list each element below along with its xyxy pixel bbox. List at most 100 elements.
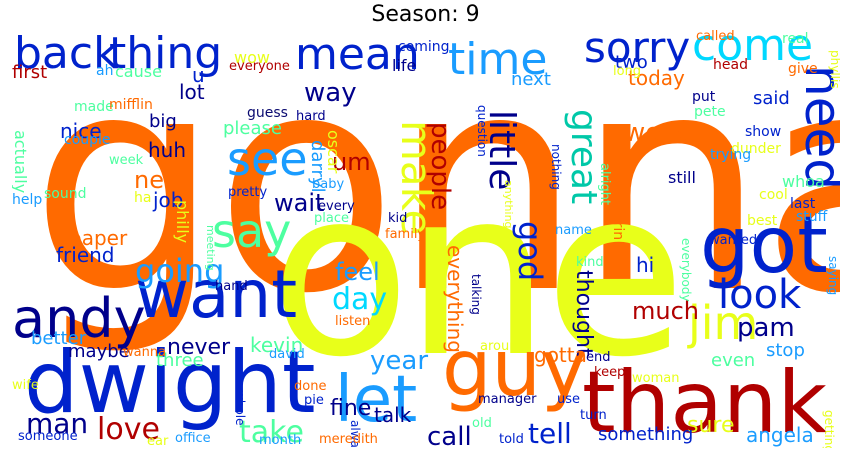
word-make: make [392, 120, 441, 236]
word-man: man [26, 407, 89, 440]
word-pam: pam [737, 313, 795, 343]
word-kid: kid [388, 211, 408, 226]
word-andy: andy [12, 287, 146, 350]
word-people: people [425, 122, 455, 211]
word-sure: sure [687, 413, 735, 438]
word-nice: nice [60, 119, 102, 143]
word-even: even [711, 350, 756, 371]
word-friend: friend [56, 243, 115, 267]
word-name: name [555, 223, 592, 238]
word-everybody: everybody [679, 238, 693, 302]
word-hard: hard [296, 109, 326, 124]
word-done: done [294, 379, 327, 394]
word-guess: guess [247, 105, 288, 121]
word-darryl: darryl [307, 140, 328, 193]
word-said: said [753, 88, 790, 109]
word-two: two [615, 52, 648, 73]
word-still: still [668, 168, 696, 187]
word-family: family [385, 227, 426, 242]
word-around: around [480, 339, 526, 354]
word-kind: kind [576, 255, 604, 270]
word-actually: actually [12, 130, 30, 194]
word-week: week [109, 153, 144, 168]
word-talking: talking [469, 274, 483, 315]
word-new: new [134, 166, 184, 194]
word-best: best [747, 213, 778, 229]
word-little: little [481, 110, 522, 191]
word-meredith: meredith [319, 432, 378, 447]
word-first: first [12, 62, 48, 83]
word-cause: cause [115, 62, 162, 81]
word-wanna: wanna [123, 345, 167, 360]
word-please: please [223, 118, 282, 139]
word-let: let [335, 363, 418, 437]
word-last: last [790, 196, 816, 212]
word-feel: feel [335, 258, 380, 286]
word-coming: coming [398, 39, 450, 55]
word-whoa: whoa [782, 172, 825, 191]
word-office: office [175, 431, 211, 446]
word-stuff: stuff [796, 209, 828, 225]
word-big: big [149, 111, 177, 132]
word-guy: guy [442, 324, 588, 414]
word-call: call [427, 422, 472, 448]
word-meeting: meeting [204, 225, 217, 271]
word-gonna: gonna [30, 30, 840, 359]
word-told: told [499, 432, 524, 447]
word-today: today [628, 66, 685, 90]
word-see: see [227, 132, 308, 186]
word-keep: keep [594, 365, 626, 380]
word-always: always [348, 420, 362, 448]
word-couple: couple [64, 132, 111, 148]
word-woman: woman [632, 371, 680, 386]
word-listen: listen [335, 314, 371, 329]
word-way: way [304, 78, 357, 108]
word-alright: alright [597, 163, 612, 206]
word-place: place [314, 211, 349, 226]
word-david: david [269, 347, 305, 362]
word-nothing: nothing [549, 144, 563, 190]
word-angela: angela [746, 423, 814, 447]
word-turn: turn [580, 408, 607, 423]
word-jim: jim [688, 296, 759, 350]
word-baby: baby [312, 177, 345, 192]
word-time: time [448, 34, 548, 85]
word-stop: stop [766, 340, 805, 361]
word-lot: lot [179, 80, 205, 104]
word-fine: fine [330, 396, 372, 421]
word-take: take [239, 415, 304, 448]
word-much: much [632, 297, 699, 325]
word-someone: someone [18, 429, 78, 444]
word-night: night [589, 337, 623, 352]
word-show: show [745, 124, 782, 140]
word-pete: pete [694, 104, 726, 120]
word-called: called [696, 30, 735, 44]
word-anything: anything [502, 180, 515, 229]
word-getting: getting [822, 410, 836, 448]
word-month: month [259, 433, 302, 448]
word-head: head [713, 57, 748, 73]
word-going: going [135, 252, 225, 290]
word-whole: whole [233, 390, 247, 426]
word-gotta: gotta [534, 343, 587, 367]
word-life: life [392, 56, 417, 75]
word-need: need [794, 65, 840, 190]
word-thought: thought [571, 270, 596, 357]
word-wow: wow [234, 48, 270, 67]
word-phyllis: phyllis [828, 50, 840, 89]
word-oscar: oscar [324, 130, 343, 174]
word-huh: huh [148, 138, 187, 162]
word-um: um [332, 148, 371, 176]
word-work: work [624, 118, 687, 148]
word-mean: mean [295, 30, 420, 80]
word-ha: ha [134, 190, 152, 206]
word-better: better [31, 328, 87, 349]
word-u: u [192, 63, 205, 87]
word-manager: manager [478, 392, 537, 407]
word-say: say [212, 204, 292, 258]
word-day: day [332, 282, 388, 317]
word-ah: ah [96, 63, 114, 79]
word-job: job [153, 188, 184, 212]
word-thing: thing [109, 30, 223, 79]
